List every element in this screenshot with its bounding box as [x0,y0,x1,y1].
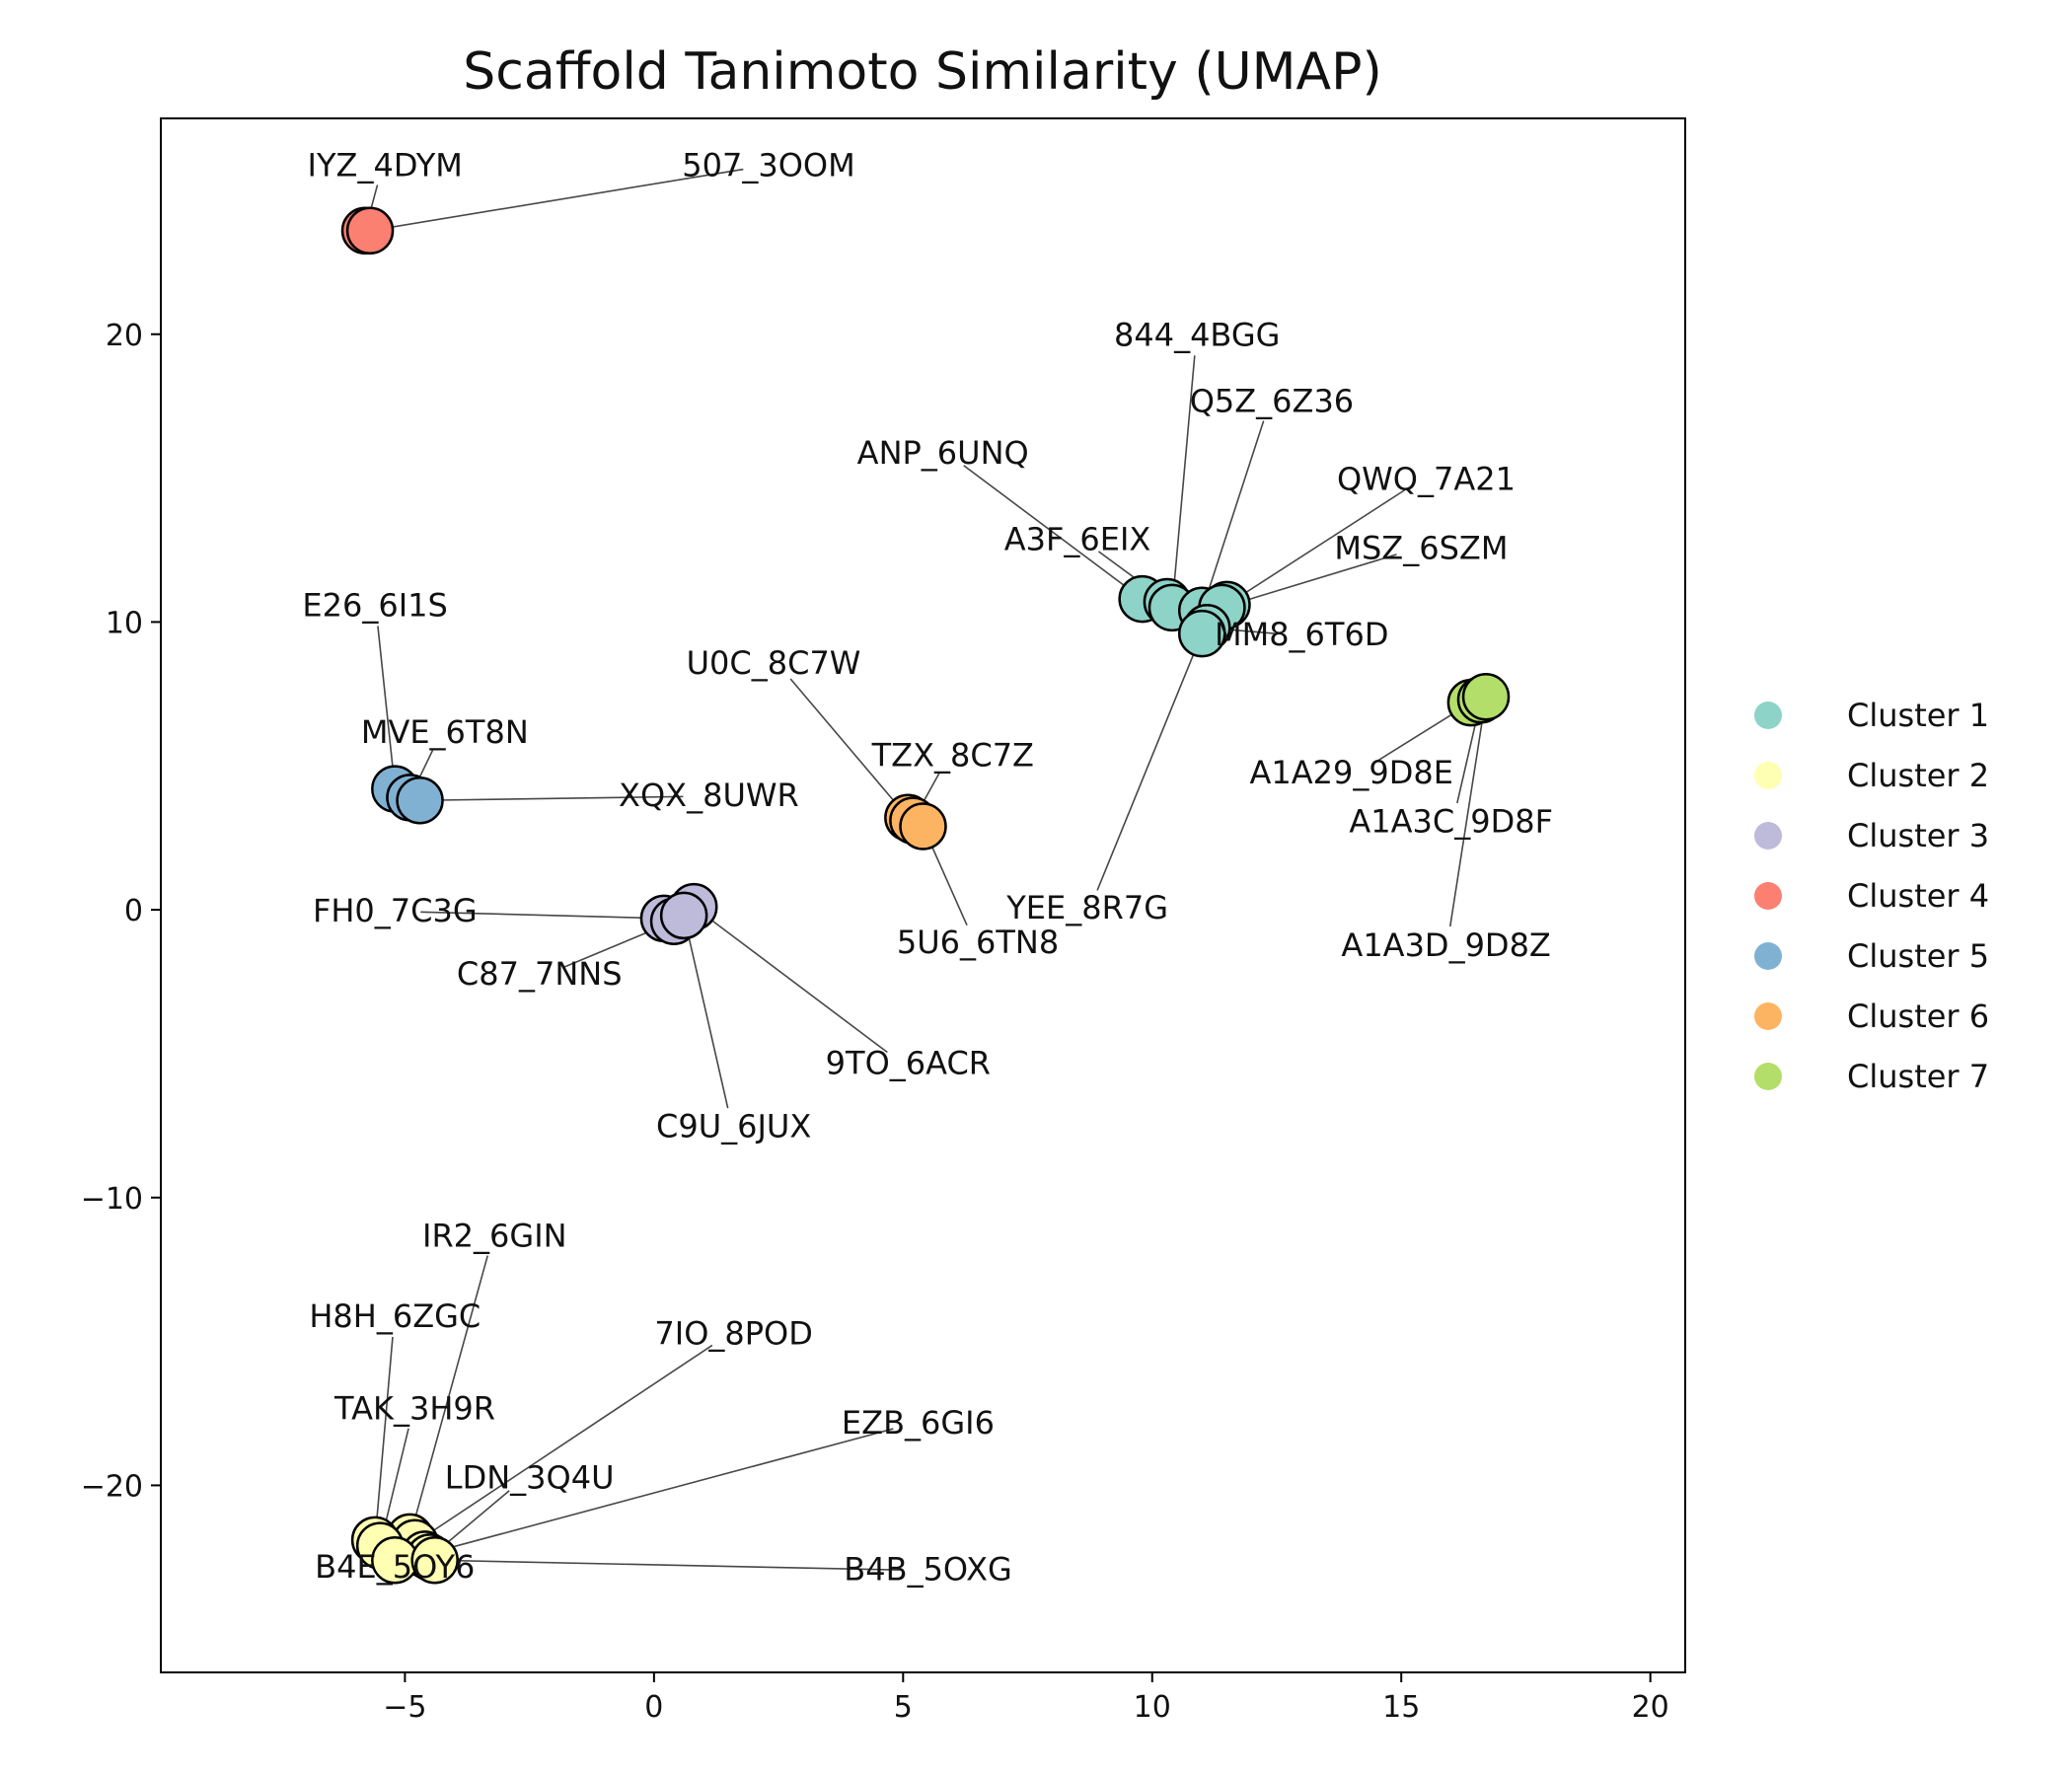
y-tick-label: 20 [106,319,143,353]
leader-line-9to_6acr [693,906,888,1054]
legend-marker-cluster-6 [1754,1002,1782,1030]
x-tick-label: 5 [894,1690,913,1725]
leader-lines [364,168,1487,1572]
point-yee_8r7g [1177,609,1226,658]
point-5u6_6tn8 [899,802,947,851]
leader-line-e26_6i1s [377,626,397,789]
leader-line-ezb_6gi6 [424,1428,894,1556]
chart-title: Scaffold Tanimoto Similarity (UMAP) [463,42,1382,102]
legend-label-cluster-7: Cluster 7 [1847,1058,1989,1095]
point-label-q5z_6z36: Q5Z_6Z36 [1190,383,1354,420]
leader-line-msz_6szm [1221,554,1397,609]
point-label-507_3oom: 507_3OOM [682,146,854,184]
point-label-a1a3d_9d8z: A1A3D_9D8Z [1341,926,1550,964]
point-label-e26_6i1s: E26_6I1S [302,587,447,625]
point-label-a1a3c_9d8f: A1A3C_9D8F [1349,802,1553,840]
leader-line-anp_6unq [963,465,1144,600]
axis-ticks: −5 0 5 10 15 20 −20 −10 0 10 20 [81,319,1669,1725]
point-label-iyz_4dym: IYZ_4DYM [308,146,463,184]
leader-line-ir2_6gin [408,1255,489,1538]
y-tick-label: 10 [106,606,143,640]
point-label-tak_3h9r: TAK_3H9R [333,1389,495,1427]
leader-line-b4b_5oxg [434,1559,903,1572]
leader-line-c9u_6jux [683,915,729,1109]
legend-label-cluster-3: Cluster 3 [1847,817,1989,854]
legend-label-cluster-4: Cluster 4 [1847,877,1989,915]
point-label-b4e_5oy6: B4E_5OY6 [315,1548,475,1586]
point-label-tzx_8c7z: TZX_8C7Z [871,736,1034,774]
point-507_3oom [345,206,395,255]
point-b4b_5oxg [410,1536,459,1585]
leader-line-q5z_6z36 [1201,420,1265,611]
plot-area-frame [160,117,1686,1673]
leader-line-7io_8pod [414,1344,713,1544]
leader-line-a1a3d_9d8z [1448,697,1487,927]
point-label-fh0_7c3g: FH0_7C3G [313,892,478,929]
point-label-ir2_6gin: IR2_6GIN [422,1217,567,1254]
x-tick-label: 10 [1134,1690,1171,1725]
point-label-844_4bgg: 844_4BGG [1114,316,1280,353]
point-label-qwq_7a21: QWQ_7A21 [1337,460,1516,497]
legend-label-cluster-1: Cluster 1 [1847,697,1989,734]
point-label-a1a29_9d8e: A1A29_9D8E [1249,754,1452,791]
legend-marker-cluster-4 [1754,882,1782,910]
point-label-h8h_6zgc: H8H_6ZGC [309,1297,481,1335]
point-label-c87_7nns: C87_7NNS [457,955,623,993]
leader-line-qwq_7a21 [1226,489,1405,606]
point-a1a3d_9d8z [1461,673,1511,721]
point-label-5u6_6tn8: 5U6_6TN8 [897,924,1059,961]
legend: Cluster 1 Cluster 2 Cluster 3 Cluster 4 Clus… [1754,697,1989,1095]
x-tick-label: 15 [1382,1690,1420,1725]
legend-marker-cluster-5 [1754,942,1782,970]
x-tick-label: 0 [644,1690,663,1725]
point-label-u0c_8c7w: U0C_8C7W [687,644,861,682]
data-points [340,206,1511,1585]
y-tick-label: −10 [81,1182,143,1217]
legend-marker-cluster-2 [1754,762,1782,789]
point-label-7io_8pod: 7IO_8POD [654,1315,812,1353]
point-label-b4b_5oxg: B4B_5OXG [844,1551,1011,1589]
point-labels: ANP_6UNQ A3F_6EIX 844_4BGG Q5Z_6Z36 QWQ_7A21… [302,146,1553,1588]
leader-line-yee_8r7g [1096,632,1203,891]
point-label-ezb_6gi6: EZB_6GI6 [842,1404,995,1442]
y-tick-label: −20 [81,1469,143,1504]
point-label-a3f_6eix: A3F_6EIX [1004,521,1151,558]
leader-line-fh0_7c3g [420,911,664,920]
leader-line-844_4bgg [1171,355,1196,608]
y-tick-label: 0 [124,894,143,928]
leader-line-xqx_8uwr [419,795,684,802]
legend-label-cluster-6: Cluster 6 [1847,998,1989,1035]
point-label-yee_8r7g: YEE_8R7G [1005,889,1168,926]
point-label-c9u_6jux: C9U_6JUX [656,1108,811,1146]
legend-marker-cluster-7 [1754,1063,1782,1090]
legend-marker-cluster-1 [1754,702,1782,729]
x-tick-label: 20 [1632,1690,1669,1725]
point-label-ldn_3q4u: LDN_3Q4U [445,1458,615,1496]
point-label-mve_6t8n: MVE_6T8N [361,713,529,751]
point-xqx_8uwr [396,777,444,825]
leader-line-h8h_6zgc [374,1336,394,1540]
leader-line-507_3oom [369,168,744,232]
point-label-msz_6szm: MSZ_6SZM [1334,529,1508,566]
point-label-mm8_6t6d: MM8_6T6D [1215,616,1388,653]
point-c9u_6jux [659,891,708,940]
legend-label-cluster-2: Cluster 2 [1847,757,1989,794]
point-label-anp_6unq: ANP_6UNQ [857,434,1029,472]
point-label-xqx_8uwr: XQX_8UWR [619,777,799,814]
point-label-9to_6acr: 9TO_6ACR [826,1044,991,1081]
legend-marker-cluster-3 [1754,822,1782,850]
leader-line-u0c_8c7w [789,678,909,819]
legend-label-cluster-5: Cluster 5 [1847,937,1989,975]
x-tick-label: −5 [383,1690,426,1725]
